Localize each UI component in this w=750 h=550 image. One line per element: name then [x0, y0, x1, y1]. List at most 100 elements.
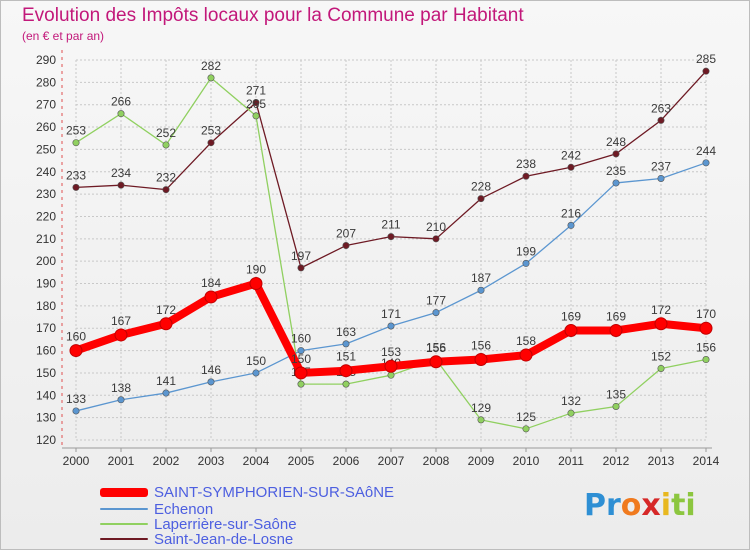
data-label: 190	[246, 263, 266, 277]
data-point	[69, 344, 83, 358]
data-point	[387, 371, 395, 379]
data-label: 170	[696, 307, 716, 321]
x-tick-label: 2001	[108, 454, 135, 468]
data-point	[612, 402, 620, 410]
data-label: 235	[606, 164, 626, 178]
data-label: 244	[696, 144, 716, 158]
data-point	[207, 74, 215, 82]
data-label: 169	[606, 309, 626, 323]
data-point	[522, 425, 530, 433]
data-label: 253	[201, 124, 221, 138]
legend-item-saint-jean: Saint-Jean-de-Losne	[100, 531, 293, 548]
proxiti-logo: Proxiti	[584, 488, 696, 523]
data-point	[612, 150, 620, 158]
data-point	[162, 186, 170, 194]
y-tick-label: 190	[36, 277, 56, 291]
data-label: 141	[156, 374, 176, 388]
data-point	[204, 290, 218, 304]
data-point	[387, 233, 395, 241]
data-point	[657, 116, 665, 124]
data-label: 184	[201, 276, 221, 290]
data-point	[162, 389, 170, 397]
data-label: 265	[246, 97, 266, 111]
data-point	[159, 317, 173, 331]
legend-swatch-laperriere	[100, 523, 148, 525]
y-tick-label: 270	[36, 98, 56, 112]
y-tick-label: 250	[36, 142, 56, 156]
data-point	[249, 277, 263, 291]
x-tick-label: 2011	[558, 454, 584, 468]
y-tick-label: 130	[36, 411, 56, 425]
x-tick-label: 2003	[198, 454, 225, 468]
legend-item-saint-symphorien: SAINT-SYMPHORIEN-SUR-SAôNE	[100, 484, 394, 501]
y-tick-label: 220	[36, 209, 56, 223]
y-tick-label: 170	[36, 321, 56, 335]
y-tick-label: 120	[36, 433, 56, 447]
data-point	[339, 364, 353, 378]
data-point	[117, 396, 125, 404]
data-point	[117, 181, 125, 189]
y-tick-label: 230	[36, 187, 56, 201]
data-label: 282	[201, 59, 221, 73]
data-label: 171	[381, 307, 401, 321]
data-label: 252	[156, 126, 176, 140]
logo-part: ti	[671, 488, 696, 523]
logo-part: o	[620, 488, 642, 523]
y-tick-label: 280	[36, 75, 56, 89]
data-label: 163	[336, 325, 356, 339]
data-label: 160	[291, 332, 311, 346]
data-label: 160	[66, 330, 86, 344]
series--chenon: 133 138 141 146 150 160 163 171 177 187 199 216 235 2…	[66, 144, 716, 415]
y-tick-label: 200	[36, 254, 56, 268]
data-label: 155	[426, 341, 446, 355]
data-label: 207	[336, 227, 356, 241]
data-point	[297, 347, 305, 355]
x-tick-label: 2009	[468, 454, 495, 468]
legend-item-echenon: Echenon	[100, 501, 213, 518]
data-label: 150	[246, 354, 266, 368]
y-tick-label: 180	[36, 299, 56, 313]
data-label: 133	[66, 392, 86, 406]
data-label: 216	[561, 206, 581, 220]
data-label: 125	[516, 410, 536, 424]
legend-swatch-saint-jean	[100, 538, 148, 540]
data-point	[297, 264, 305, 272]
data-point	[567, 163, 575, 171]
logo-part: i	[660, 488, 672, 523]
y-tick-label: 260	[36, 120, 56, 134]
data-label: 138	[111, 381, 131, 395]
data-label: 187	[471, 271, 491, 285]
data-point	[654, 317, 668, 331]
data-point	[702, 159, 710, 167]
data-label: 156	[696, 341, 716, 355]
data-point	[519, 348, 533, 362]
y-tick-label: 290	[36, 53, 56, 67]
legend-item-laperriere: Laperrière-sur-Saône	[100, 516, 297, 533]
data-point	[567, 409, 575, 417]
data-label: 228	[471, 180, 491, 194]
data-label: 242	[561, 148, 581, 162]
data-point	[657, 174, 665, 182]
data-label: 172	[156, 303, 176, 317]
data-label: 233	[66, 168, 86, 182]
data-point	[567, 221, 575, 229]
data-label: 197	[291, 249, 311, 263]
data-point	[522, 259, 530, 267]
data-point	[342, 340, 350, 348]
data-point	[657, 364, 665, 372]
data-point	[162, 141, 170, 149]
data-label: 153	[381, 345, 401, 359]
y-tick-label: 210	[36, 232, 56, 246]
data-point	[342, 380, 350, 388]
x-tick-label: 2006	[333, 454, 360, 468]
x-tick-label: 2012	[603, 454, 630, 468]
x-tick-label: 2000	[63, 454, 90, 468]
data-point	[207, 139, 215, 147]
data-label: 132	[561, 394, 581, 408]
data-label: 177	[426, 294, 446, 308]
logo-part: x	[641, 488, 661, 523]
data-point	[609, 323, 623, 337]
data-point	[474, 353, 488, 367]
data-point	[477, 195, 485, 203]
data-label: 263	[651, 101, 671, 115]
